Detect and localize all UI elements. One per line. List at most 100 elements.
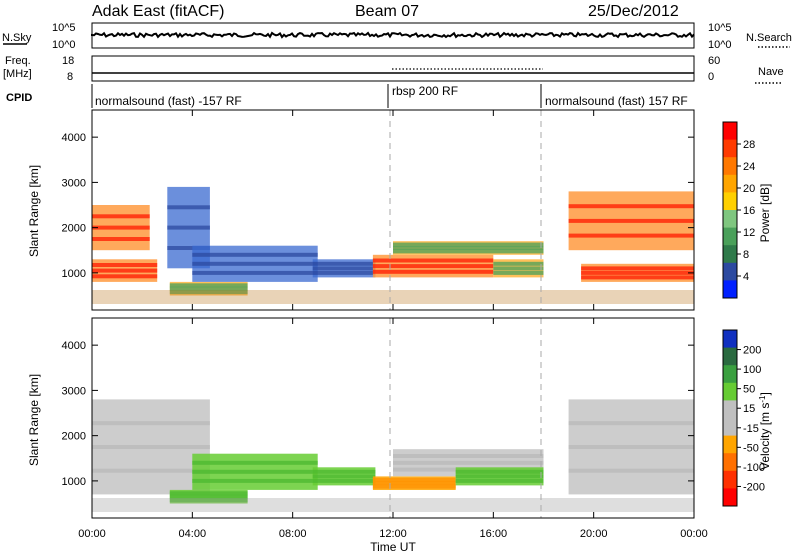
colorbar-swatch [723,330,737,349]
echo-streak [455,474,544,479]
y-tick-label: 3000 [62,177,86,189]
colorbar-swatch [723,227,737,246]
colorbar-tick-label: -200 [743,481,765,493]
echo-streak [393,242,544,247]
colorbar-tick-label: 4 [743,271,749,283]
nave-label: Nave [758,66,784,78]
velocity-cbar-label-end: ] [758,392,772,395]
velocity-cbar-label-main: Velocity [m s [758,403,772,470]
echo-streak [192,270,318,275]
x-tick-label: 00:00 [78,528,106,540]
echo-streak [167,246,210,250]
echo-streak [92,274,158,279]
echo-streak [92,468,210,473]
nave-tick-bottom: 0 [708,71,714,83]
echo-streak [393,460,544,465]
echo-streak [92,421,210,426]
x-tick-label: 16:00 [480,528,508,540]
echo-streak [568,218,694,223]
power-heatmap [92,186,694,304]
echo-streak [372,264,494,269]
echo-streak [568,445,694,449]
echo-streak [192,252,318,257]
colorbar-swatch [723,470,737,489]
power-y-ticks: 4000 3000 2000 1000 [62,132,694,280]
echo-streak [568,204,694,209]
colorbar-tick-label: 12 [743,227,755,239]
velocity-colorbar: 200 100 50 15 -15 -50 -100 -200 [722,329,765,507]
colorbar-swatch [723,210,737,229]
echo-streak [92,225,150,230]
colorbar-swatch [723,245,737,264]
cpid-label: CPID [6,92,32,104]
velocity-y-ticks: 4000 3000 2000 1000 [62,340,694,488]
freq-label: Freq. [5,55,31,67]
colorbar-swatch [723,418,737,437]
echo-streak [568,421,694,426]
colorbar-tick-label: -50 [743,442,759,454]
colorbar-swatch [723,347,737,366]
y-tick-label: 3000 [62,385,86,397]
echo-streak [167,205,210,210]
colorbar-tick-label: 8 [743,249,749,261]
colorbar-swatch [723,488,737,507]
velocity-cbar-label-sup: -1 [758,395,767,403]
echo-streak [568,468,694,473]
echo-streak [372,258,494,263]
echo-streak [581,266,694,271]
echo-streak [192,469,318,474]
y-tick-label: 4000 [62,132,86,144]
echo-streak [312,261,376,266]
nsearch-tick-top: 10^5 [708,22,732,34]
echo-streak [372,481,456,486]
freq-unit: [MHz] [3,68,32,80]
power-cbar-label: Power [dB] [758,184,772,243]
echo-streak [372,477,456,482]
echo-streak [455,469,544,474]
colorbar-swatch [723,122,737,141]
x-tick-label: 12:00 [379,528,407,540]
colorbar-swatch [723,174,737,193]
y-tick-label: 1000 [62,476,86,488]
echo-streak [169,283,248,288]
echo-streak [312,270,376,275]
cpid-segment-3: normalsound (fast) 157 RF [545,94,688,108]
nsearch-tick-bottom: 10^0 [708,39,732,51]
echo-streak [169,290,248,295]
date-label: 25/Dec/2012 [588,3,679,20]
echo-streak [493,266,544,271]
echo-streak [92,214,150,219]
y-tick-label: 2000 [62,223,86,235]
nave-tick-top: 60 [708,55,720,67]
echo-streak [192,460,318,465]
colorbar-tick-label: -100 [743,462,765,474]
echo-streak [393,454,544,458]
colorbar-swatch [723,400,737,419]
echo-streak [493,270,544,275]
colorbar-tick-label: 24 [743,161,755,173]
colorbar-frame [722,329,738,507]
echo-streak [169,491,248,496]
power-colorbar: 28 24 20 16 12 8 4 [722,121,755,299]
colorbar-tick-label: 28 [743,139,755,151]
colorbar-tick-label: 200 [743,345,761,357]
beam-label: Beam 07 [355,3,419,20]
nsky-tick-top: 10^5 [52,22,76,34]
y-tick-label: 4000 [62,340,86,352]
echo-streak [568,233,694,238]
colorbar-swatch [723,192,737,211]
nsky-series [91,31,695,39]
echo-streak [167,225,210,230]
velocity-ylabel: Slant Range [km] [27,374,41,466]
colorbar-swatch [723,382,737,401]
echo-streak [192,478,318,483]
x-tick-label: 00:00 [680,528,708,540]
echo-streak [455,478,544,483]
echo-streak [92,237,150,241]
colorbar-tick-label: 15 [743,403,755,415]
echo-streak [393,246,544,250]
y-tick-label: 2000 [62,431,86,443]
y-tick-label: 1000 [62,268,86,280]
